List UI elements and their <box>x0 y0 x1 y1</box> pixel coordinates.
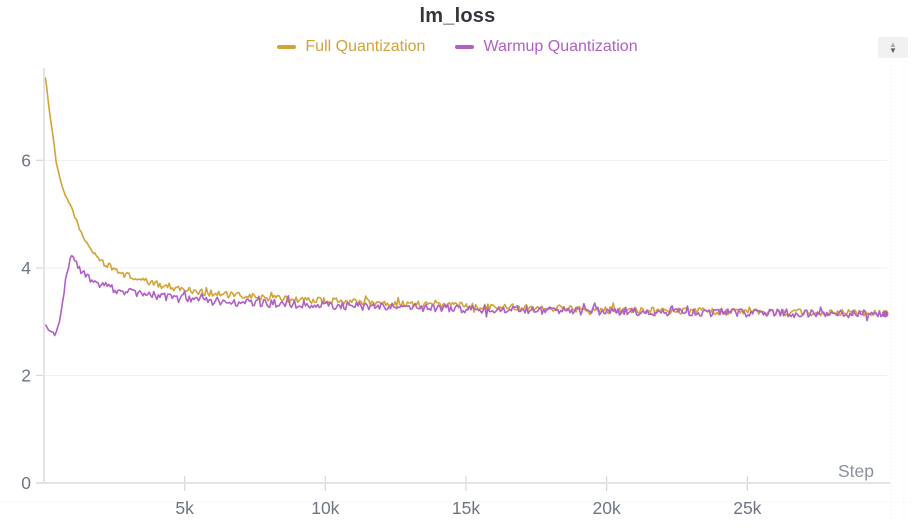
legend-swatch-full-quantization <box>277 45 297 49</box>
series-line-warmup-quantization <box>44 254 886 337</box>
tick-label-x: 15k <box>452 498 480 518</box>
panel-stepper-button[interactable]: ▲ ▼ <box>878 37 908 58</box>
x-axis-title: Step <box>838 461 874 481</box>
legend-swatch-warmup-quantization <box>455 45 475 49</box>
tick-label-y: 0 <box>21 473 31 493</box>
legend: Full Quantization Warmup Quantization <box>0 38 915 56</box>
tick-label-y: 2 <box>21 365 31 385</box>
chart-title: lm_loss <box>419 5 496 27</box>
line-chart[interactable]: 5k 10k 15k 20k 25k 0 2 4 6 Step <box>0 60 915 531</box>
tick-label-x: 5k <box>175 498 194 518</box>
series-line-full-quantization <box>44 77 886 317</box>
tick-label-x: 10k <box>311 498 339 518</box>
chevron-up-icon: ▲ <box>889 39 897 49</box>
legend-label-full-quantization: Full Quantization <box>305 38 426 55</box>
legend-label-warmup-quantization: Warmup Quantization <box>483 38 638 55</box>
chevron-down-icon: ▼ <box>889 45 897 55</box>
end-dot-warmup-quantization <box>881 310 889 318</box>
tick-label-y: 4 <box>21 258 31 278</box>
tick-label-x: 20k <box>593 498 621 518</box>
legend-item-full-quantization[interactable]: Full Quantization <box>277 38 425 56</box>
tick-label-x: 25k <box>733 498 761 518</box>
tick-label-y: 6 <box>21 150 31 170</box>
legend-item-warmup-quantization[interactable]: Warmup Quantization <box>455 38 638 56</box>
